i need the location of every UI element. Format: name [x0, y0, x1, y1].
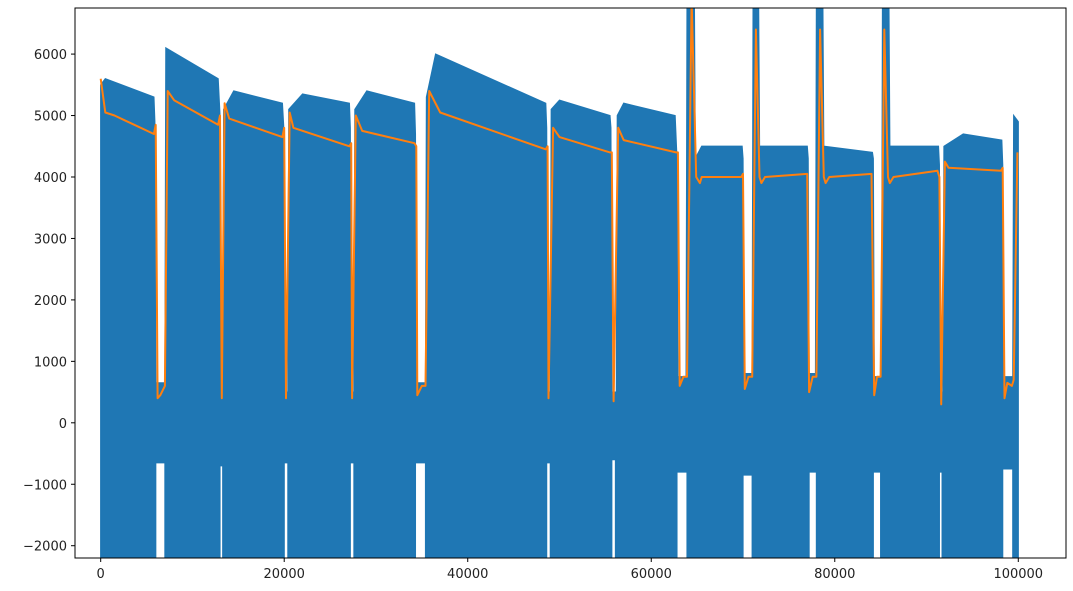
y-tick-label: 1000 — [34, 355, 67, 370]
y-tick-label: 2000 — [34, 294, 67, 309]
y-tick-label: 6000 — [34, 48, 67, 63]
y-tick-label: −1000 — [23, 478, 67, 493]
x-axis: 0 20000 40000 60000 80000 100000 — [97, 558, 1043, 582]
axes-frame — [74, 7, 1067, 559]
signal-series — [100, 8, 1019, 558]
y-tick-label: −2000 — [23, 540, 67, 555]
x-tick-label: 20000 — [264, 567, 305, 582]
x-tick-label: 60000 — [631, 567, 672, 582]
x-tick-label: 80000 — [814, 567, 855, 582]
smoothed-series — [99, 8, 1019, 406]
y-axis: −2000 −1000 0 1000 2000 3000 4000 5000 6000 — [23, 48, 75, 555]
x-tick-label: 0 — [97, 567, 105, 582]
x-tick-label: 100000 — [993, 567, 1043, 582]
y-tick-label: 0 — [59, 417, 67, 432]
y-tick-label: 4000 — [34, 171, 67, 186]
y-tick-label: 3000 — [34, 232, 67, 247]
x-tick-label: 40000 — [447, 567, 488, 582]
y-tick-label: 5000 — [34, 110, 67, 125]
plot-area — [99, 8, 1019, 558]
